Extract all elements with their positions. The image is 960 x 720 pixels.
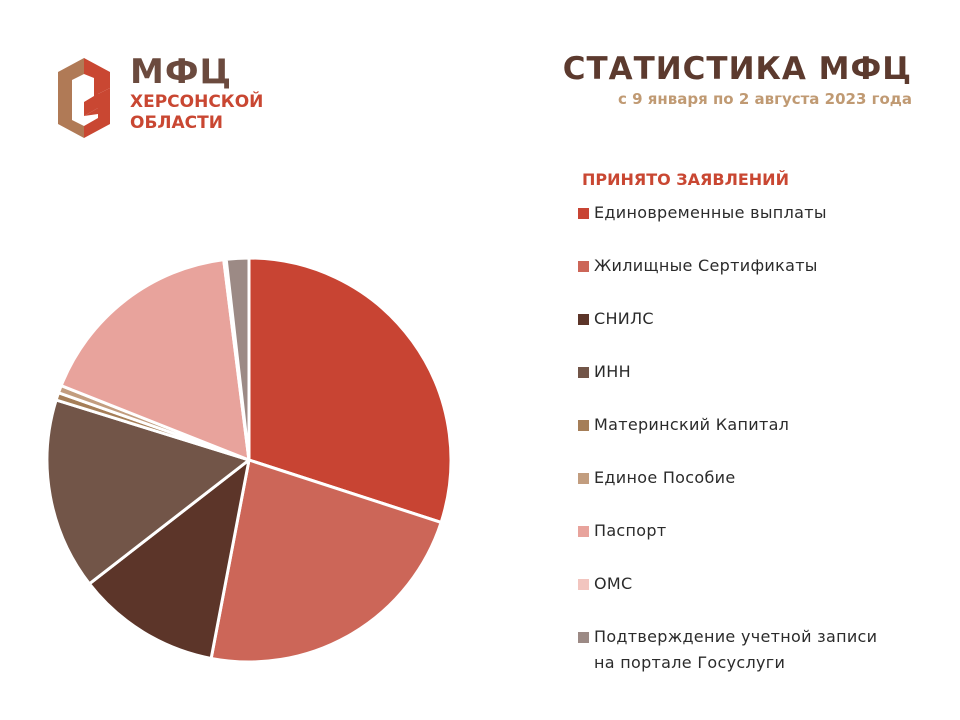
legend-swatch (578, 579, 589, 590)
legend-item: Жилищные Сертификаты (578, 253, 818, 279)
legend-label: Единовременные выплаты (594, 200, 827, 226)
legend-swatch (578, 420, 589, 431)
pie-slice-1 (247, 256, 453, 524)
logo-subtitle: ХЕРСОНСКОЙ ОБЛАСТИ (130, 92, 263, 134)
legend-label-line: СНИЛС (594, 309, 654, 328)
legend-label: Подтверждение учетной записи на портале Г… (594, 624, 877, 676)
pie-slice-3 (87, 458, 251, 660)
mfc-logo: МФЦ ХЕРСОНСКОЙ ОБЛАСТИ (54, 54, 284, 144)
legend-swatch (578, 314, 589, 325)
legend-swatch (578, 367, 589, 378)
pie-slice-9 (224, 256, 251, 462)
page-subtitle: с 9 января по 2 августа 2023 года (617, 90, 912, 108)
legend-item: Единовременные выплаты (578, 200, 827, 226)
legend-label-line: Единое Пособие (594, 468, 736, 487)
legend-item: ОМС (578, 571, 632, 597)
legend-label: ОМС (594, 571, 632, 597)
logo-title: МФЦ (130, 52, 233, 92)
legend-item: ИНН (578, 359, 631, 385)
page-heading: СТАТИСТИКА МФЦ с 9 января по 2 августа 2… (563, 50, 912, 110)
legend-item: Материнский Капитал (578, 412, 789, 438)
legend-label: ИНН (594, 359, 631, 385)
legend-label: Единое Пособие (594, 465, 735, 491)
legend-item: Единое Пособие (578, 465, 735, 491)
legend-label-line: Единовременные выплаты (594, 203, 827, 222)
legend-label-line: Материнский Капитал (594, 415, 790, 434)
legend-item: СНИЛС (578, 306, 654, 332)
legend-label-line: Жилищные Сертификаты (594, 256, 818, 275)
legend-label: Материнский Капитал (594, 412, 789, 438)
legend-label-line: ОМС (594, 574, 633, 593)
page-title: СТАТИСТИКА МФЦ (562, 51, 912, 87)
legend-label-line: Паспорт (594, 521, 667, 540)
legend-swatch (578, 261, 589, 272)
legend-label: Паспорт (594, 518, 666, 544)
legend-label-line: Подтверждение учетной записи (594, 627, 878, 646)
legend-title: ПРИНЯТО ЗАЯВЛЕНИЙ (582, 170, 789, 189)
legend-label-line: ИНН (594, 362, 631, 381)
logo-subtitle-line2: ОБЛАСТИ (130, 113, 223, 133)
chart-legend: ПРИНЯТО ЗАЯВЛЕНИЙ Единовременные выплаты… (578, 170, 938, 672)
legend-item: Подтверждение учетной записи на портале Г… (578, 624, 877, 676)
legend-item: Паспорт (578, 518, 666, 544)
pie-slice-2 (209, 458, 443, 664)
legend-swatch (578, 473, 589, 484)
legend-label: СНИЛС (594, 306, 654, 332)
logo-subtitle-line1: ХЕРСОНСКОЙ (130, 92, 264, 112)
legend-label-line: на портале Госуслуги (594, 653, 786, 672)
mfc-logo-icon (58, 58, 110, 138)
legend-swatch (578, 208, 589, 219)
legend-swatch (578, 632, 589, 643)
pie-slice-4 (45, 398, 251, 586)
legend-label: Жилищные Сертификаты (594, 253, 818, 279)
pie-slice-7 (59, 258, 251, 462)
legend-swatch (578, 526, 589, 537)
